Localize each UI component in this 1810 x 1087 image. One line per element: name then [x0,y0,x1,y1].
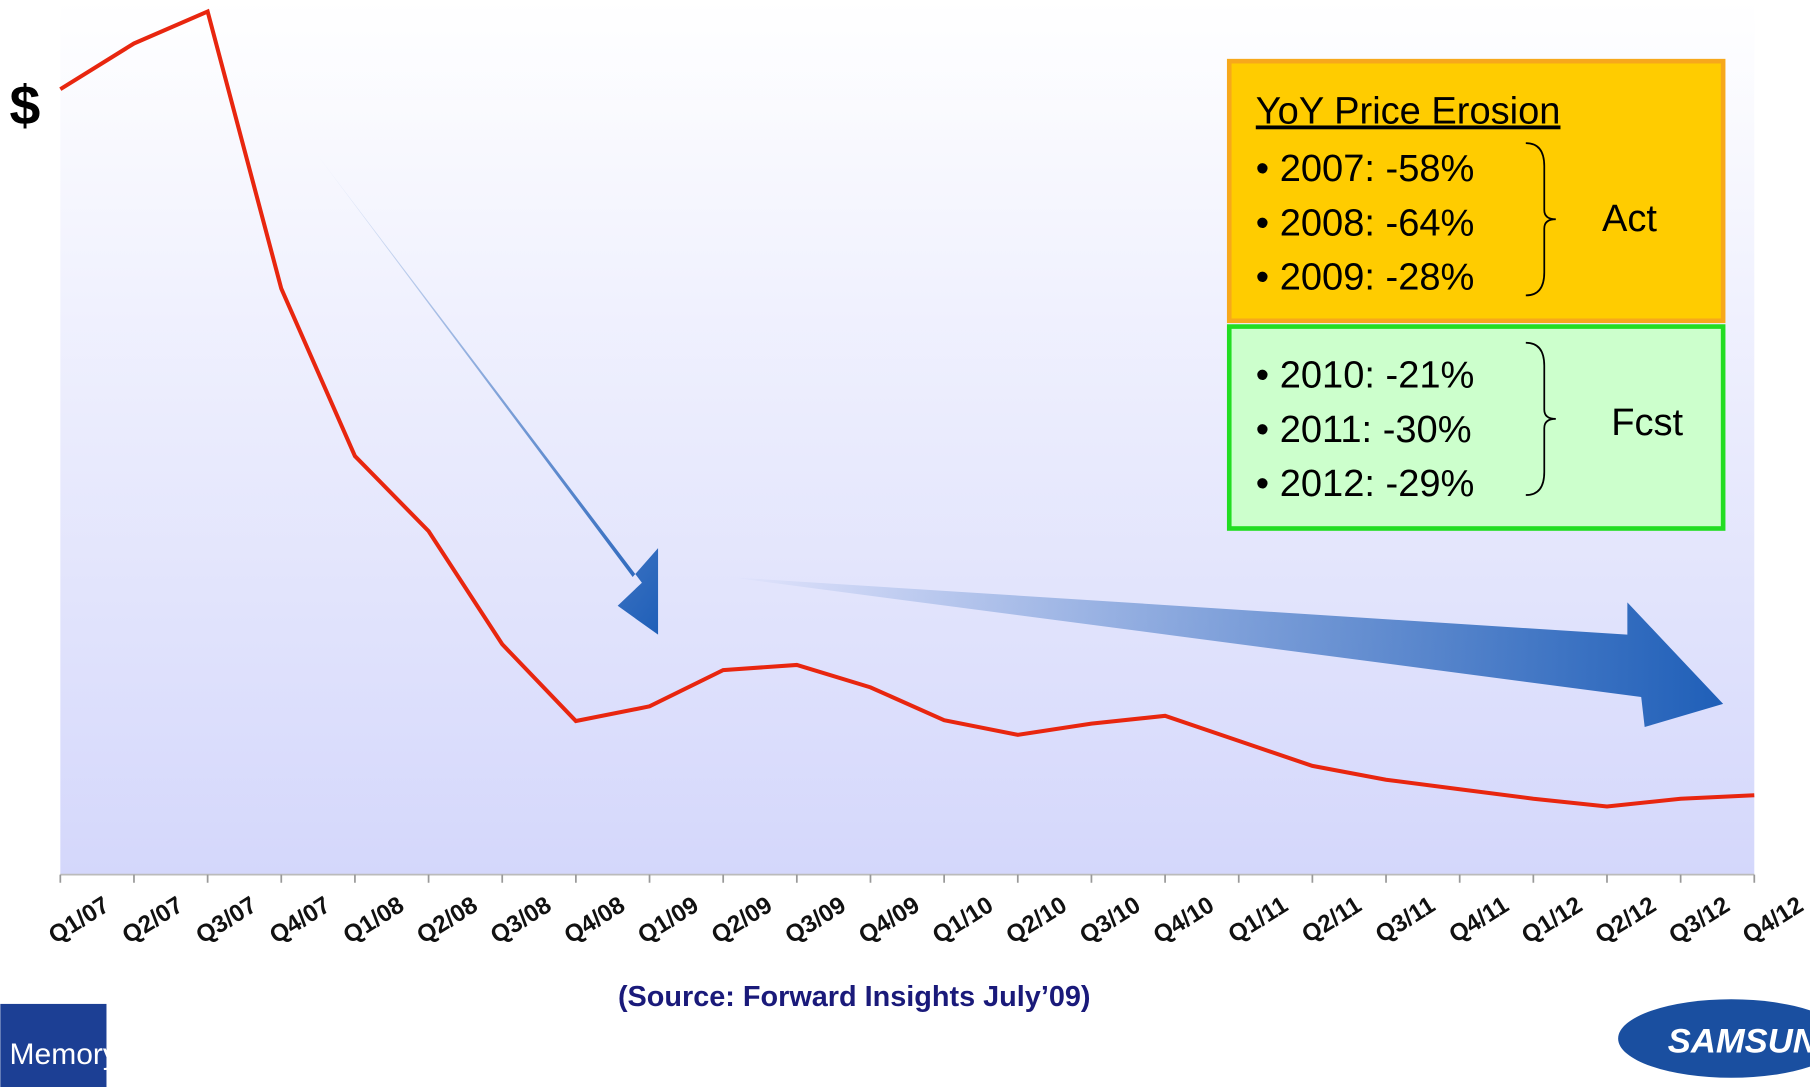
x-tick-label: Q4/10 [1149,891,1219,949]
x-tick-label: Q4/12 [1738,891,1808,949]
x-tick-label: Q2/09 [707,891,777,949]
source: (Source: Forward Insights July’09) [618,981,1091,1013]
box-title: YoY Price Erosion [1256,90,1561,132]
x-tick-label: Q1/10 [928,891,998,949]
x-tick-label: Q4/07 [265,891,335,949]
actual-box [1226,58,1726,324]
trend-arrow [727,576,1724,727]
x-tick-label: Q3/07 [191,891,261,949]
brace [1525,142,1556,297]
x-tick-label: Q4/08 [560,891,630,949]
forecast-box [1226,324,1726,531]
bullet-item: • 2007: -58% [1256,148,1475,190]
x-tick-label: Q4/09 [854,891,924,949]
x-tick-label: Q2/10 [1001,891,1071,949]
brace [1525,341,1556,496]
bullet-text: 2012: -29% [1280,463,1475,505]
x-tick-label: Q1/11 [1224,891,1293,948]
x-tick-label: Q1/07 [44,891,114,949]
x-tick-label: Q3/10 [1075,891,1145,949]
x-tick-label: Q2/08 [412,891,482,949]
forecast-label: Fcst [1611,402,1683,444]
bullet-item: • 2012: -29% [1256,463,1475,505]
bullet-text: 2011: -30% [1280,409,1472,451]
bullet-item: • 2011: -30% [1256,409,1472,451]
x-tick-label: Q3/09 [781,891,851,949]
actual-label: Act [1602,198,1657,240]
x-tick-label: Q4/11 [1445,891,1514,948]
logo-text: SAMSUNG [1668,1022,1810,1060]
x-tick-label: Q3/08 [486,891,556,949]
bullet-text: 2008: -64% [1280,202,1475,244]
x-tick-label: Q1/09 [633,891,703,949]
x-tick-label: Q2/11 [1297,891,1366,948]
x-tick-label: Q3/11 [1371,891,1440,948]
price-line [59,8,1755,809]
x-tick-label: Q1/08 [339,891,409,949]
x-tick-label: Q1/12 [1517,891,1587,949]
logo [1618,999,1810,1078]
bullet-text: 2010: -21% [1280,355,1475,397]
x-tick-label: Q2/12 [1591,891,1661,949]
y-axis-label: $ [10,75,41,137]
bullet-item: • 2008: -64% [1256,202,1475,244]
bullet-item: • 2010: -21% [1256,355,1475,397]
x-tick-label: Q3/12 [1664,891,1734,949]
bullet-text: 2007: -58% [1280,148,1475,190]
logo [0,1003,107,1087]
x-tick-label: Q2/07 [118,891,188,949]
logo-text: Memory [10,1038,118,1071]
bullet-item: • 2009: -28% [1256,257,1475,299]
bullet-text: 2009: -28% [1280,257,1475,299]
